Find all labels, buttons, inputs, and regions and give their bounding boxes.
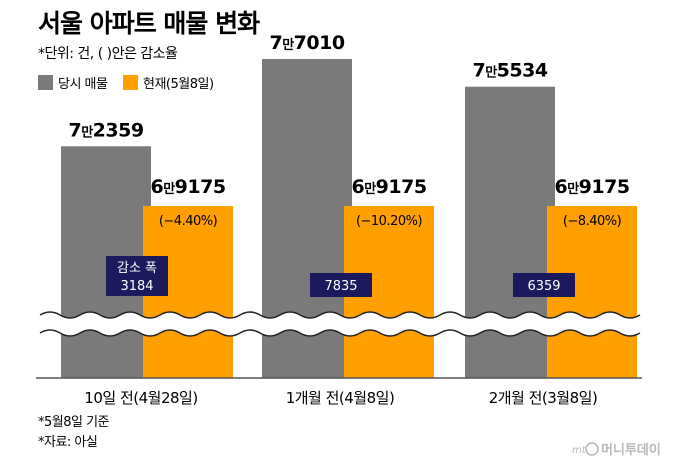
value-label-past: 7만5534	[472, 60, 547, 82]
decrease-amount-label: 3184	[120, 279, 153, 294]
decrease-rate-label: (−4.40%)	[159, 214, 217, 229]
footnote-source: *자료: 아실	[38, 435, 97, 450]
brand-name: 머니투데이	[601, 442, 661, 458]
value-labels: 7만2359 6만9175 (−4.40%) 감소 폭 3184 7만7010 6만9175…	[68, 32, 630, 297]
brand-mark: mt	[572, 445, 587, 456]
decrease-rate-label: (−8.40%)	[563, 214, 621, 229]
chart-title: 서울 아파트 매물 변화	[38, 9, 260, 38]
axis-break-line-top	[39, 311, 641, 319]
decrease-amount-label: 7835	[324, 279, 357, 294]
legend-label-current: 현재(5월8일)	[143, 77, 214, 92]
brand-logo: mt 머니투데이	[572, 442, 661, 458]
unit-note: *단위: 건, ( )안은 감소율	[38, 46, 178, 62]
value-label-past: 7만2359	[68, 119, 143, 141]
decrease-box-label: 감소 폭	[117, 261, 157, 276]
value-label-current: 6만9175	[351, 176, 426, 198]
legend: 당시 매물 현재(5월8일)	[38, 75, 214, 92]
legend-swatch-past	[38, 75, 53, 90]
x-tick-label: 1개월 전(4월8일)	[286, 389, 395, 407]
decrease-amount-box	[513, 273, 575, 297]
decrease-amount-box	[310, 273, 372, 297]
axis-break-line-bottom	[39, 329, 641, 337]
brand-circle-icon	[585, 442, 599, 456]
x-tick-label: 2개월 전(3월8일)	[489, 389, 598, 407]
x-tick-label: 10일 전(4월28일)	[84, 389, 197, 407]
legend-label-past: 당시 매물	[58, 77, 108, 92]
footnote-basis: *5월8일 기준	[38, 415, 110, 430]
decrease-rate-label: (−10.20%)	[356, 214, 422, 229]
decrease-amount-label: 6359	[527, 279, 560, 294]
value-label-past: 7만7010	[269, 32, 344, 54]
axis-break	[39, 311, 641, 337]
legend-swatch-current	[123, 75, 138, 90]
value-label-current: 6만9175	[150, 176, 225, 198]
decrease-amount-box	[106, 256, 168, 296]
value-label-current: 6만9175	[554, 176, 629, 198]
